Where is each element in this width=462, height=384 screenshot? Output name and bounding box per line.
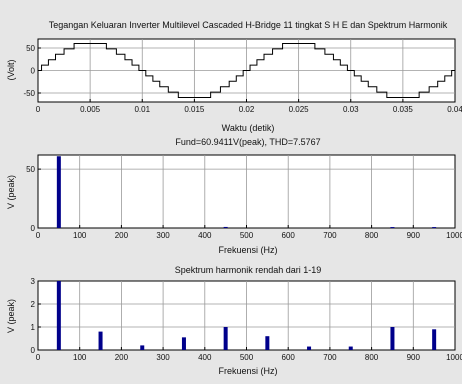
spectrum-xtick-label: 600 <box>282 231 296 240</box>
spectrum-grid <box>38 155 455 228</box>
low-harmonic-xtick-label: 800 <box>365 353 379 362</box>
low-harmonic-xtick-label: 900 <box>407 353 421 362</box>
low-harmonic-bar <box>432 329 437 350</box>
waveform-xlabel: Waktu (detik) <box>222 123 275 133</box>
waveform-xtick-label: 0.04 <box>447 105 462 114</box>
low-harmonic-xtick-label: 300 <box>156 353 170 362</box>
low-harmonic-bar <box>56 281 61 350</box>
low-harmonic-ytick-label: 2 <box>31 300 36 309</box>
waveform-xtick-label: 0.015 <box>184 105 205 114</box>
low-harmonic-bar <box>181 337 186 350</box>
low-harmonic-xtick-label: 100 <box>73 353 87 362</box>
spectrum-bar <box>390 227 395 229</box>
waveform-xtick-label: 0.03 <box>343 105 359 114</box>
spectrum-xtick-label: 0 <box>36 231 41 240</box>
spectrum-bar <box>432 227 437 229</box>
spectrum-xtick-label: 1000 <box>446 231 462 240</box>
spectrum-ytick-label: 0 <box>31 224 36 233</box>
spectrum-ytick-label: 50 <box>26 165 35 174</box>
low-harmonic-ytick-label: 1 <box>31 323 36 332</box>
waveform-ytick-label: 0 <box>31 67 36 76</box>
low-harmonic-ytick-label: 0 <box>31 346 36 355</box>
spectrum-bar <box>223 226 228 228</box>
waveform-xtick-label: 0 <box>36 105 41 114</box>
spectrum-xtick-label: 100 <box>73 231 87 240</box>
low-harmonic-bar <box>307 346 312 350</box>
low-harmonic-bar <box>348 346 353 350</box>
low-harmonic-bar <box>140 345 145 350</box>
spectrum-ylabel: V (peak) <box>6 175 16 209</box>
waveform-ytick-label: 50 <box>26 44 35 53</box>
spectrum-title: Fund=60.9411V(peak), THD=7.5767 <box>175 137 320 147</box>
waveform-ytick-label: -50 <box>23 89 35 98</box>
waveform-xtick-label: 0.025 <box>289 105 310 114</box>
spectrum-bar <box>56 156 61 228</box>
low-harmonic-xtick-label: 200 <box>115 353 129 362</box>
spectrum-xtick-label: 800 <box>365 231 379 240</box>
low-harmonic-bar <box>223 327 228 350</box>
low-harmonic-ylabel: V (peak) <box>6 299 16 333</box>
low-harmonic-xtick-label: 400 <box>198 353 212 362</box>
waveform-title: Tegangan Keluaran Inverter Multilevel Ca… <box>49 20 448 30</box>
low-harmonic-subplot: Spektrum harmonik rendah dari 1-19 0 100 2… <box>6 265 462 376</box>
spectrum-xtick-label: 700 <box>323 231 337 240</box>
low-harmonic-xtick-label: 500 <box>240 353 254 362</box>
spectrum-xtick-label: 300 <box>156 231 170 240</box>
low-harmonic-xtick-label: 0 <box>36 353 41 362</box>
low-harmonic-xlabel: Frekuensi (Hz) <box>218 366 277 376</box>
waveform-xtick-label: 0.02 <box>239 105 255 114</box>
low-harmonic-ytick-label: 3 <box>31 277 36 286</box>
low-harmonic-bar <box>265 336 270 350</box>
waveform-xtick-label: 0.035 <box>393 105 414 114</box>
waveform-xtick-label: 0.005 <box>80 105 101 114</box>
spectrum-xtick-label: 400 <box>198 231 212 240</box>
spectrum-xlabel: Frekuensi (Hz) <box>218 245 277 255</box>
waveform-subplot: Tegangan Keluaran Inverter Multilevel Ca… <box>6 20 462 133</box>
waveform-line <box>38 43 455 98</box>
low-harmonic-grid <box>38 281 455 350</box>
spectrum-subplot: Fund=60.9411V(peak), THD=7.5767 0 100 200 3… <box>6 137 462 255</box>
spectrum-xtick-label: 900 <box>407 231 421 240</box>
low-harmonic-xtick-label: 700 <box>323 353 337 362</box>
spectrum-xtick-label: 200 <box>115 231 129 240</box>
low-harmonic-bar <box>390 327 395 350</box>
spectrum-xtick-label: 500 <box>240 231 254 240</box>
low-harmonic-title: Spektrum harmonik rendah dari 1-19 <box>175 265 322 275</box>
waveform-ylabel: (Volt) <box>6 59 16 80</box>
low-harmonic-xtick-label: 1000 <box>446 353 462 362</box>
low-harmonic-xtick-label: 600 <box>282 353 296 362</box>
waveform-xtick-label: 0.01 <box>134 105 150 114</box>
low-harmonic-bar <box>98 331 103 350</box>
